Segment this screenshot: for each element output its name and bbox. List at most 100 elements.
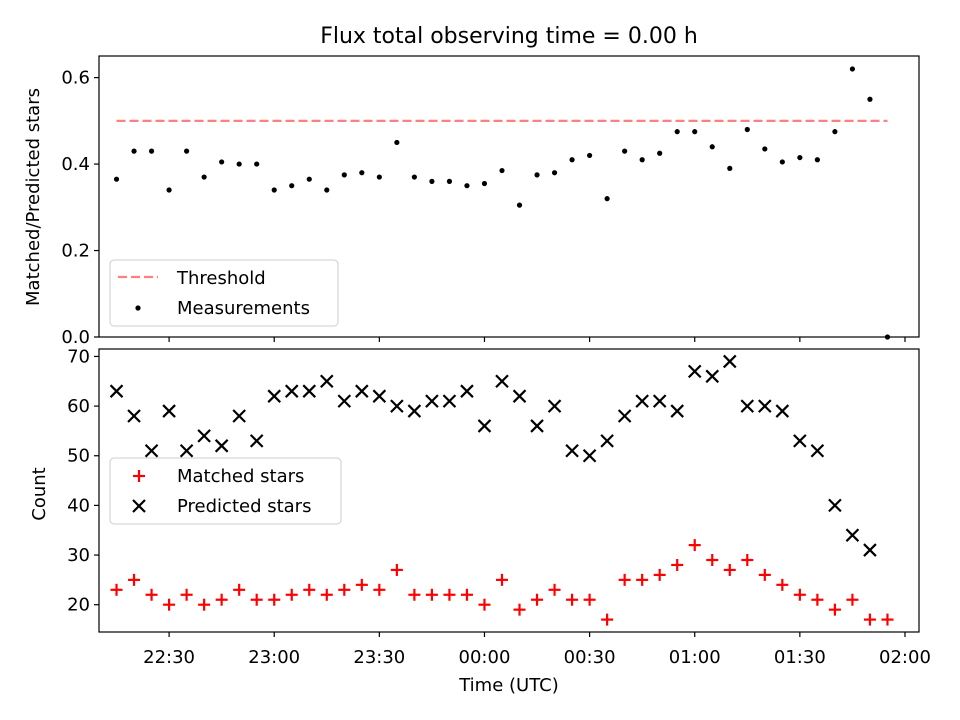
measurement-point xyxy=(411,174,417,180)
top-y-axis-label: Matched/Predicted stars xyxy=(23,88,44,306)
measurement-point xyxy=(341,172,347,178)
matched-star-point xyxy=(163,598,176,611)
predicted-star-point xyxy=(722,354,737,369)
measurement-point xyxy=(569,157,575,163)
measurement-point xyxy=(762,146,768,152)
matched-star-point xyxy=(776,578,789,591)
top-panel: Flux total observing time = 0.00 h Match… xyxy=(23,24,920,348)
matched-star-point xyxy=(110,583,123,596)
matched-star-point xyxy=(828,603,841,616)
measurement-point xyxy=(166,187,172,193)
bottom-legend: Matched stars Predicted stars xyxy=(109,457,342,525)
matched-star-point xyxy=(180,588,193,601)
matched-star-point xyxy=(671,558,684,571)
measurement-point xyxy=(113,176,120,182)
measurement-point xyxy=(779,159,785,165)
predicted-star-point xyxy=(758,399,772,413)
measurement-point xyxy=(622,148,628,154)
predicted-star-point xyxy=(828,498,842,513)
legend-threshold-label: Threshold xyxy=(176,268,266,289)
matched-star-point xyxy=(741,554,754,567)
predicted-star-point xyxy=(372,389,387,403)
top-axes-frame xyxy=(98,55,920,338)
predicted-star-point xyxy=(565,444,579,458)
measurement-point xyxy=(604,196,610,202)
bottom-panel: Count Time (UTC) 20 30 40 50 60 70 22:30 23:00… xyxy=(29,346,931,696)
predicted-star-point xyxy=(652,394,667,408)
predicted-star-point xyxy=(284,384,299,398)
x-tick-label: 23:30 xyxy=(353,647,405,668)
measurement-point xyxy=(692,129,698,135)
matched-star-point xyxy=(408,588,421,601)
chart-title: Flux total observing time = 0.00 h xyxy=(320,24,698,49)
matched-star-point xyxy=(425,588,438,601)
measurement-point xyxy=(464,183,470,189)
measurement-point xyxy=(254,161,260,167)
predicted-star-point xyxy=(127,409,141,423)
predicted-star-point xyxy=(179,444,194,458)
matched-star-point xyxy=(460,588,473,601)
measurement-point xyxy=(832,129,838,135)
measurement-point xyxy=(551,170,558,176)
y-tick-label: 0.4 xyxy=(61,154,90,175)
predicted-star-point xyxy=(232,409,246,423)
matched-star-point xyxy=(443,588,456,601)
measurement-point xyxy=(481,180,488,187)
top-legend: Threshold Measurements xyxy=(109,259,339,327)
y-tick-label: 50 xyxy=(67,446,90,467)
matched-star-point xyxy=(495,573,508,586)
bottom-x-axis-label: Time (UTC) xyxy=(458,675,559,696)
measurement-point xyxy=(236,161,242,167)
matched-star-point xyxy=(303,583,316,596)
measurement-point xyxy=(814,157,820,163)
bottom-y-axis-label: Count xyxy=(29,467,50,520)
bottom-marks xyxy=(109,354,894,626)
predicted-star-point xyxy=(810,444,825,458)
measurement-point xyxy=(867,96,873,102)
legend-matched-label: Matched stars xyxy=(177,466,304,487)
bottom-axes-frame xyxy=(98,348,920,633)
x-tick-label: 00:30 xyxy=(564,647,616,668)
measurement-point xyxy=(586,152,593,159)
predicted-star-point xyxy=(547,399,562,413)
predicted-star-point xyxy=(670,404,684,418)
measurement-point xyxy=(727,165,733,171)
top-marks xyxy=(113,66,891,340)
predicted-star-point xyxy=(617,409,632,423)
predicted-star-point xyxy=(687,364,702,379)
matched-star-point xyxy=(618,573,631,586)
measurement-point xyxy=(131,148,137,154)
matched-star-point xyxy=(566,593,579,606)
measurement-point xyxy=(201,174,207,180)
y-tick-label: 0.2 xyxy=(61,241,90,262)
bottom-y-ticks: 20 30 40 50 60 70 xyxy=(67,346,99,616)
matched-star-point xyxy=(723,563,736,576)
measurement-point xyxy=(674,129,680,135)
predicted-star-point xyxy=(162,404,176,418)
matched-star-point xyxy=(793,588,806,601)
x-tick-label: 01:30 xyxy=(774,647,826,668)
y-tick-label: 70 xyxy=(67,346,90,367)
matched-star-point xyxy=(653,568,666,581)
predicted-star-point xyxy=(319,374,334,389)
matched-star-point xyxy=(373,583,386,596)
x-tick-label: 02:00 xyxy=(879,647,931,668)
predicted-star-point xyxy=(635,394,649,408)
predicted-star-point xyxy=(495,374,509,389)
predicted-star-point xyxy=(863,543,877,557)
predicted-star-point xyxy=(249,434,264,448)
y-tick-label: 30 xyxy=(67,545,90,566)
matched-star-point xyxy=(215,593,228,606)
matched-star-point xyxy=(355,578,368,591)
measurement-point xyxy=(219,159,225,165)
predicted-star-point xyxy=(302,384,317,398)
measurement-point xyxy=(394,139,400,146)
y-tick-label: 0.6 xyxy=(61,68,90,89)
matched-star-point xyxy=(636,573,649,586)
predicted-star-point xyxy=(109,384,124,398)
measurement-point xyxy=(306,176,312,182)
measurement-point xyxy=(499,167,505,174)
matched-star-point xyxy=(198,598,211,611)
measurement-point xyxy=(429,178,435,184)
matched-star-point xyxy=(250,593,263,606)
